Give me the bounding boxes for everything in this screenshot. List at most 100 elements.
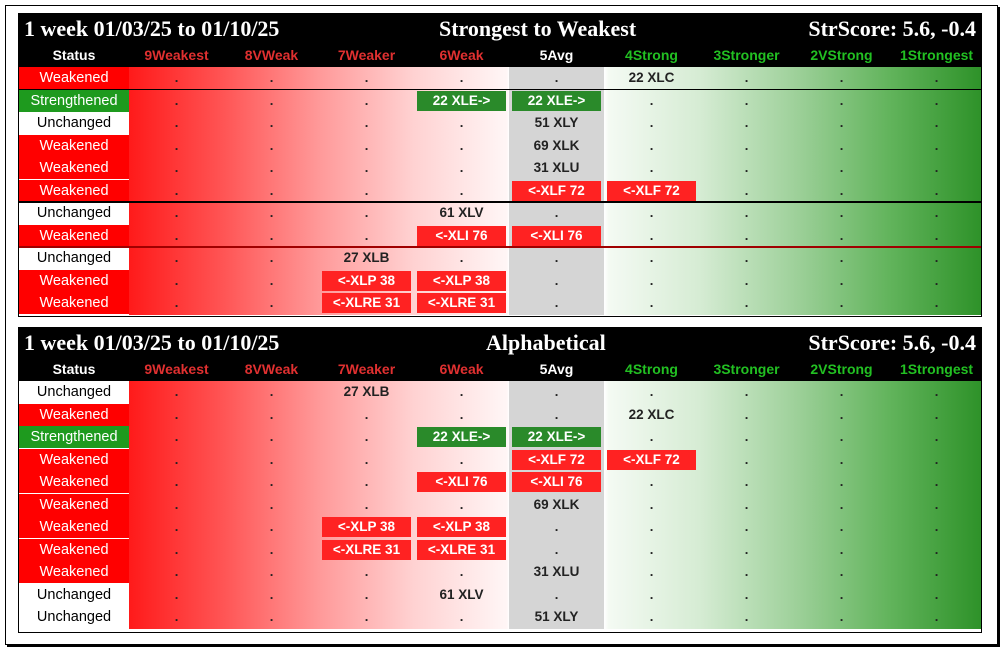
empty-cell-dot: .: [174, 429, 179, 444]
empty-cell-dot: .: [269, 451, 274, 467]
empty-cell-dot: .: [174, 406, 179, 422]
empty-cell-dot: .: [934, 295, 939, 310]
table-row: Unchanged........ 51 XLY: [19, 606, 981, 629]
status-cell: Weakened: [19, 269, 129, 292]
ticker-tag: <-XLF 72: [512, 180, 601, 201]
empty-cell-dot: .: [269, 474, 274, 489]
status-cell: Weakened: [19, 224, 129, 247]
empty-cell-dot: .: [269, 227, 274, 243]
empty-cell-dot: .: [649, 496, 654, 512]
ticker-tag: <-XLF 72: [512, 449, 601, 470]
empty-cell-dot: .: [269, 429, 274, 444]
empty-cell-dot: .: [459, 496, 464, 512]
ticker-tag: <-XLF 72: [607, 180, 696, 201]
empty-cell-dot: .: [459, 115, 464, 130]
group-separator-line: [19, 246, 981, 248]
table-row: Weakened....... <-XLF 72 <-XLF 72: [19, 179, 981, 203]
ticker-tag: 22 XLE->: [417, 90, 506, 111]
empty-cell-dot: .: [839, 272, 844, 288]
empty-cell-dot: .: [934, 70, 939, 85]
empty-cell-dot: .: [839, 609, 844, 624]
empty-cell-dot: .: [649, 384, 654, 399]
empty-cell-dot: .: [744, 115, 749, 130]
empty-cell-dot: .: [364, 609, 369, 624]
group-separator-line: [19, 88, 981, 90]
table-row: Weakened........ 22 XLC: [19, 67, 981, 90]
status-cell: Weakened: [19, 67, 129, 89]
ticker-tag: <-XLP 38: [417, 270, 506, 291]
empty-cell-dot: .: [744, 496, 749, 512]
empty-cell-dot: .: [269, 137, 274, 153]
rank-column-header: 1Strongest: [899, 361, 974, 377]
empty-cell-dot: .: [744, 70, 749, 85]
table-row: Weakened....... <-XLF 72 <-XLF 72: [19, 448, 981, 472]
empty-cell-dot: .: [174, 295, 179, 310]
ticker-tag: <-XLI 76: [512, 225, 601, 246]
empty-cell-dot: .: [649, 250, 654, 265]
empty-cell-dot: .: [744, 564, 749, 579]
empty-cell-dot: .: [554, 406, 559, 422]
status-cell: Weakened: [19, 157, 129, 179]
empty-cell-dot: .: [934, 250, 939, 265]
empty-cell-dot: .: [554, 295, 559, 310]
empty-cell-dot: .: [174, 205, 179, 220]
empty-cell-dot: .: [839, 564, 844, 579]
panel-alphabetical: 1 week 01/03/25 to 01/10/25 Alphabetical…: [18, 327, 982, 633]
empty-cell-dot: .: [839, 519, 844, 534]
table-row: Strengthened....... 22 XLE-> 22 XLE->: [19, 426, 981, 449]
empty-cell-dot: .: [649, 474, 654, 489]
empty-cell-dot: .: [649, 205, 654, 220]
empty-cell-dot: .: [744, 205, 749, 220]
rank-column-header: 5Avg: [539, 361, 574, 377]
empty-cell-dot: .: [934, 384, 939, 399]
empty-cell-dot: .: [744, 519, 749, 534]
empty-cell-dot: .: [364, 92, 369, 108]
empty-cell-dot: .: [649, 429, 654, 444]
empty-cell-dot: .: [934, 137, 939, 153]
empty-cell-dot: .: [649, 586, 654, 602]
status-cell: Weakened: [19, 134, 129, 157]
ticker-tag: 22 XLE->: [512, 90, 601, 111]
ticker-tag: 69 XLK: [533, 137, 580, 153]
empty-cell-dot: .: [839, 496, 844, 512]
table-row: Unchanged........ 61 XLV: [19, 583, 981, 607]
empty-cell-dot: .: [839, 92, 844, 108]
ticker-tag: 51 XLY: [534, 115, 579, 130]
empty-cell-dot: .: [649, 227, 654, 243]
status-cell: Weakened: [19, 292, 129, 314]
empty-cell-dot: .: [269, 160, 274, 175]
empty-cell-dot: .: [269, 295, 274, 310]
group-separator-line: [19, 201, 981, 203]
empty-cell-dot: .: [554, 272, 559, 288]
rank-column-header: 2VStrong: [810, 361, 873, 377]
empty-cell-dot: .: [839, 182, 844, 198]
table-row: Weakened....... <-XLI 76 <-XLI 76: [19, 471, 981, 494]
date-range-title: 1 week 01/03/25 to 01/10/25: [24, 16, 280, 41]
rank-column-header: 4Strong: [625, 361, 678, 377]
empty-cell-dot: .: [649, 564, 654, 579]
empty-cell-dot: .: [839, 429, 844, 444]
status-cell: Unchanged: [19, 583, 129, 606]
column-header-row: Status 9Weakest 8VWeak 7Weaker 6Weak 5Avg 4Str…: [19, 358, 981, 381]
strength-score-title: StrScore: 5.6, -0.4: [808, 330, 976, 355]
ticker-tag: <-XLRE 31: [417, 539, 506, 560]
status-cell: Weakened: [19, 179, 129, 202]
empty-cell-dot: .: [744, 137, 749, 153]
empty-cell-dot: .: [839, 70, 844, 85]
empty-cell-dot: .: [269, 406, 274, 422]
empty-cell-dot: .: [839, 137, 844, 153]
table-row: Weakened....... <-XLRE 31 <-XLRE 31: [19, 538, 981, 562]
table-row: Weakened........ 31 XLU: [19, 157, 981, 180]
empty-cell-dot: .: [174, 609, 179, 624]
empty-cell-dot: .: [744, 227, 749, 243]
empty-cell-dot: .: [839, 384, 844, 399]
empty-cell-dot: .: [269, 92, 274, 108]
empty-cell-dot: .: [174, 474, 179, 489]
empty-cell-dot: .: [934, 519, 939, 534]
ticker-tag: 31 XLU: [533, 564, 580, 579]
empty-cell-dot: .: [174, 92, 179, 108]
empty-cell-dot: .: [174, 564, 179, 579]
empty-cell-dot: .: [364, 429, 369, 444]
ticker-tag: 27 XLB: [343, 250, 390, 265]
empty-cell-dot: .: [269, 496, 274, 512]
